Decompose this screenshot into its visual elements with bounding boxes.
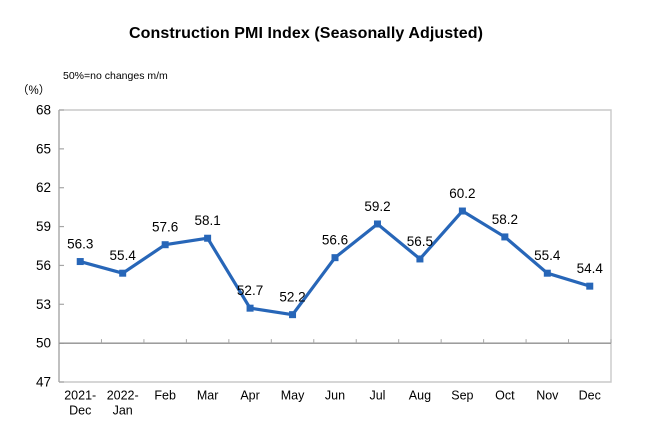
data-point-label: 52.7: [237, 283, 263, 298]
data-point-label: 57.6: [152, 220, 178, 235]
data-point-label: 60.2: [449, 186, 475, 201]
x-tick-label: Jul: [369, 389, 385, 403]
x-tick-label: Nov: [536, 389, 559, 403]
y-tick-label: 59: [36, 219, 51, 234]
y-tick-label: 47: [36, 375, 51, 390]
x-tick-label: Feb: [154, 389, 176, 403]
x-tick-label: Mar: [197, 389, 219, 403]
x-tick-label: May: [281, 389, 305, 403]
chart-title: Construction PMI Index (Seasonally Adjus…: [128, 25, 484, 42]
x-tick-label: Aug: [409, 389, 431, 403]
data-point-marker: [246, 304, 254, 312]
data-point-marker: [76, 258, 84, 266]
y-tick-label: 56: [36, 258, 51, 273]
y-tick-label: 68: [36, 103, 51, 118]
data-point-marker: [204, 234, 212, 242]
x-tick-label: 2021-Dec: [64, 389, 96, 418]
data-point-marker: [119, 269, 127, 277]
chart-subtitle: 50%=no changes m/m: [63, 70, 168, 82]
y-tick-label: 53: [36, 297, 51, 312]
data-point-marker: [586, 282, 594, 290]
data-point-marker: [416, 255, 424, 263]
x-tick-label: Oct: [495, 389, 515, 403]
data-point-label: 56.3: [67, 237, 93, 252]
y-axis-unit-label: （%）: [17, 85, 51, 97]
data-point-marker: [161, 241, 169, 249]
x-tick-label: Apr: [240, 389, 259, 403]
data-point-marker: [543, 269, 551, 277]
data-point-marker: [289, 311, 297, 319]
x-tick-label: 2022-Jan: [107, 389, 139, 418]
y-tick-label: 50: [36, 336, 51, 351]
y-tick-label: 65: [36, 141, 51, 156]
data-point-label: 55.4: [110, 248, 137, 263]
x-tick-label: Jun: [325, 389, 345, 403]
data-point-label: 56.5: [407, 234, 433, 249]
data-point-label: 58.2: [492, 212, 518, 227]
x-tick-label: Dec: [579, 389, 601, 403]
data-point-marker: [458, 207, 466, 215]
data-point-marker: [331, 254, 339, 262]
data-point-label: 58.1: [194, 213, 220, 228]
data-point-label: 52.2: [279, 290, 305, 305]
data-point-label: 59.2: [364, 199, 390, 214]
y-tick-label: 62: [36, 180, 51, 195]
data-point-label: 54.4: [577, 261, 604, 276]
x-tick-label: Sep: [451, 389, 473, 403]
plot-border: [59, 109, 612, 383]
data-point-label: 56.6: [322, 233, 348, 248]
data-point-marker: [373, 220, 381, 228]
data-point-label: 55.4: [534, 248, 561, 263]
data-point-marker: [501, 233, 509, 241]
